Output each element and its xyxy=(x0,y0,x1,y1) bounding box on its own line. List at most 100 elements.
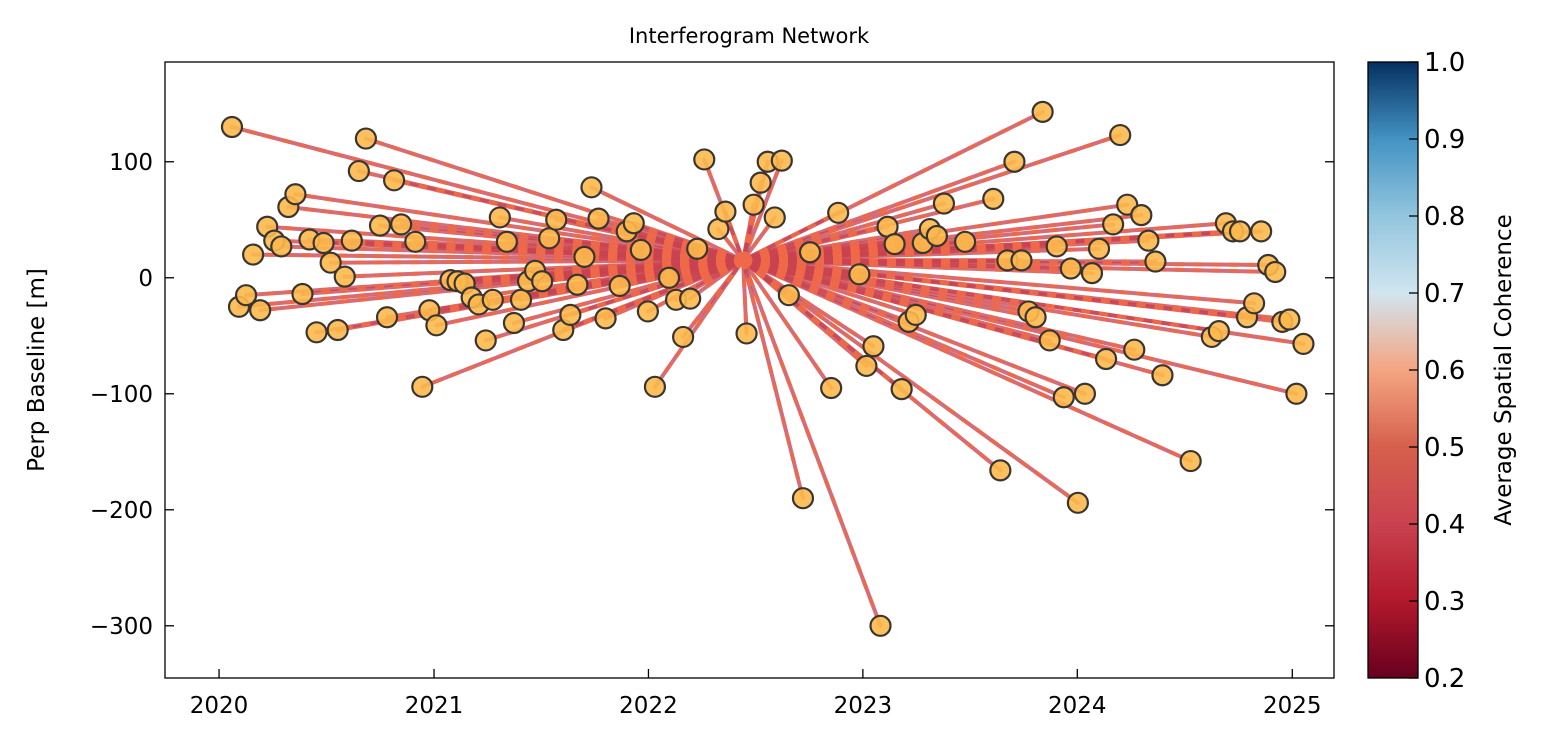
edge-dash-overlay xyxy=(742,258,1297,396)
edge-dash-overlay xyxy=(742,159,1016,263)
colorbar-ticks: 0.2 0.3 0.4 0.5 0.6 0.7 0.8 0.9 1.0 xyxy=(1409,48,1465,694)
acquisition-point xyxy=(1052,386,1075,409)
acquisition-point xyxy=(249,299,272,322)
edge-dash-overlay xyxy=(742,258,917,317)
acquisition-point xyxy=(1243,292,1266,315)
acquisition-point xyxy=(1137,229,1160,252)
y-tick-label: −300 xyxy=(90,614,153,640)
acquisition-point xyxy=(580,176,603,199)
acquisition-point xyxy=(425,314,448,337)
y-axis: 100 0 −100 −200 −300 xyxy=(90,150,1334,640)
y-axis-label: Perp Baseline [m] xyxy=(24,268,50,472)
acquisition-point xyxy=(1031,100,1054,123)
acquisition-point xyxy=(1285,382,1308,405)
acquisition-point xyxy=(693,148,716,171)
acquisition-point xyxy=(340,229,363,252)
edge-dash-overlay xyxy=(555,217,744,263)
acquisition-point xyxy=(798,241,822,264)
edge-dash-overlay xyxy=(323,240,744,263)
acquisition-point xyxy=(284,183,307,206)
y-tick-label: 0 xyxy=(138,266,153,292)
acquisition-point xyxy=(594,307,617,330)
edge-dash-overlay xyxy=(742,258,1036,320)
acquisition-point xyxy=(1045,235,1068,258)
acquisition-point xyxy=(1087,237,1111,260)
acquisition-point xyxy=(404,230,427,253)
acquisition-point xyxy=(531,270,554,293)
acquisition-point xyxy=(1278,308,1301,331)
acquisition-point xyxy=(763,206,786,229)
x-tick-label: 2024 xyxy=(1048,693,1107,719)
x-tick-label: 2025 xyxy=(1263,693,1322,719)
acquisition-point xyxy=(1024,306,1047,329)
acquisition-point xyxy=(326,318,349,342)
acquisition-point xyxy=(932,192,956,215)
acquisition-point xyxy=(1250,220,1273,243)
acquisition-point xyxy=(622,212,645,235)
acquisition-point xyxy=(679,287,702,310)
edge-dash-overlay xyxy=(742,227,931,263)
edge-dash-overlay xyxy=(668,258,744,280)
x-tick-label: 2020 xyxy=(190,693,249,719)
acquisition-point xyxy=(1264,260,1287,284)
edge-dash-overlay xyxy=(584,254,744,263)
colorbar-tick-label: 1.0 xyxy=(1424,48,1465,78)
acquisition-point xyxy=(1080,262,1104,285)
acquisition-point xyxy=(234,284,258,307)
acquisition-point xyxy=(270,235,293,258)
acquisition-point xyxy=(1130,204,1153,227)
x-tick-label: 2022 xyxy=(619,693,678,719)
acquisition-point xyxy=(502,311,526,335)
acquisition-point xyxy=(566,273,589,296)
points-layer xyxy=(220,100,1315,637)
acquisition-point xyxy=(791,487,815,510)
acquisition-point xyxy=(608,274,631,297)
acquisition-point xyxy=(1010,249,1033,272)
acquisition-point xyxy=(883,233,906,256)
acquisition-point xyxy=(291,282,314,306)
edge-dash-overlay xyxy=(742,133,1121,263)
acquisition-point xyxy=(989,459,1012,482)
edge-dash-overlay xyxy=(742,258,1163,378)
acquisition-point xyxy=(242,243,265,266)
acquisition-point xyxy=(1038,329,1061,352)
acquisition-point xyxy=(573,245,596,268)
acquisition-point xyxy=(643,375,667,398)
acquisition-point xyxy=(375,306,399,329)
acquisition-point xyxy=(538,227,561,250)
acquisition-point xyxy=(869,614,892,637)
colorbar-tick-label: 0.4 xyxy=(1424,510,1465,540)
acquisition-point xyxy=(862,335,885,358)
acquisition-point xyxy=(1144,250,1167,273)
acquisition-point xyxy=(390,213,413,236)
edge-dash-overlay xyxy=(742,258,1029,314)
chart-title: Interferogram Network xyxy=(629,24,870,48)
acquisition-point xyxy=(354,127,378,150)
acquisition-point xyxy=(735,322,758,345)
acquisition-point xyxy=(1207,320,1230,343)
acquisition-point xyxy=(827,201,850,224)
edge-dash-overlay xyxy=(742,258,1135,352)
acquisition-point xyxy=(1094,347,1118,371)
acquisition-point xyxy=(559,303,582,326)
acquisition-point xyxy=(383,169,406,192)
edge-dash-overlay xyxy=(742,196,994,263)
acquisition-point xyxy=(904,303,927,326)
y-tick-label: −100 xyxy=(90,382,153,408)
acquisition-point xyxy=(1109,123,1132,147)
acquisition-point xyxy=(953,230,977,253)
edge-dash-overlay xyxy=(569,258,744,317)
colorbar-tick-label: 0.6 xyxy=(1424,356,1465,386)
acquisition-point xyxy=(305,321,328,344)
y-tick-label: −200 xyxy=(90,498,153,524)
edge-dash-overlay xyxy=(295,192,744,263)
colorbar-tick-label: 0.5 xyxy=(1424,433,1465,463)
x-axis: 2020 2021 2022 2023 2024 2025 xyxy=(190,669,1322,719)
acquisition-point xyxy=(495,230,518,253)
interferogram-edge xyxy=(681,258,746,339)
edge-dash-overlay xyxy=(741,259,883,627)
edge-dash-overlay xyxy=(245,258,744,298)
acquisition-point xyxy=(714,200,737,223)
acquisition-point xyxy=(777,284,800,307)
